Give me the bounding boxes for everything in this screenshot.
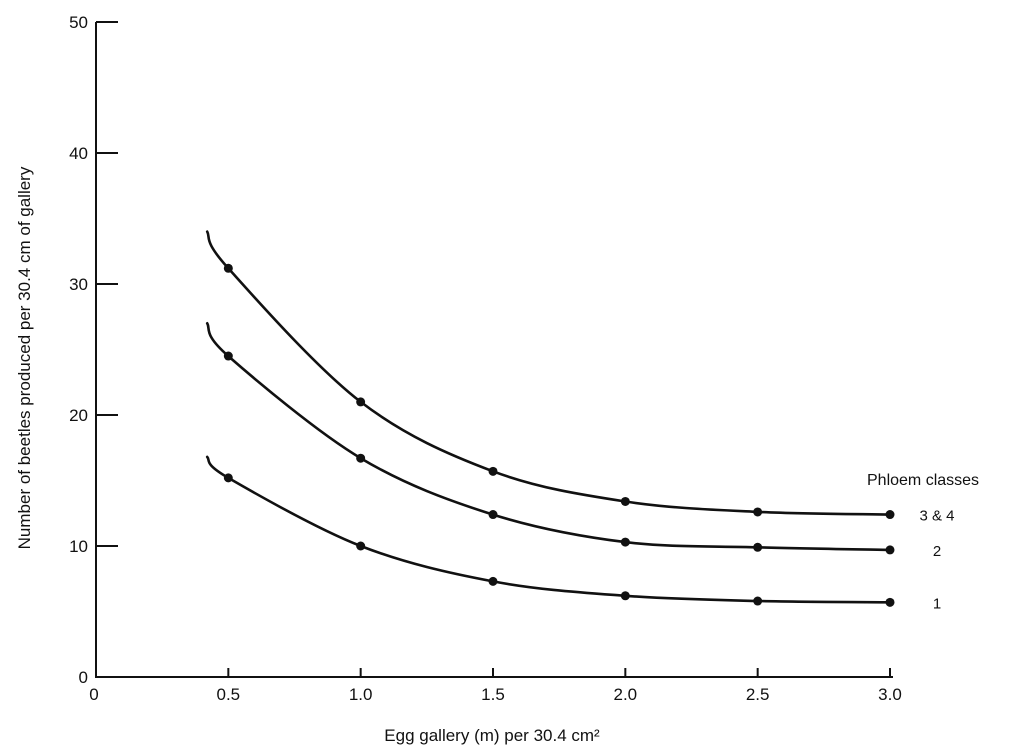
x-axis-title: Egg gallery (m) per 30.4 cm² [384, 726, 600, 745]
x-tick-label: 2.5 [746, 685, 770, 704]
legend-label: 2 [933, 543, 941, 560]
data-point [223, 351, 233, 361]
series-markers [223, 263, 895, 607]
x-tick-label: 2.0 [614, 685, 638, 704]
y-tick-label: 20 [69, 406, 88, 425]
data-point [488, 466, 498, 476]
x-tick-label: 0.5 [217, 685, 241, 704]
data-point [356, 453, 366, 463]
x-tick-label: 1.5 [481, 685, 505, 704]
data-point [885, 510, 895, 520]
data-point [356, 541, 366, 551]
data-point [885, 545, 895, 555]
data-point [620, 591, 630, 601]
legend-label: 3 & 4 [919, 508, 954, 525]
data-point [753, 507, 763, 517]
data-point [223, 473, 233, 483]
series-line [205, 230, 892, 516]
y-tick-label: 50 [69, 13, 88, 32]
y-ticks: 0 10 20 30 40 50 [69, 13, 118, 687]
legend-title: Phloem classes [867, 472, 979, 489]
data-point [753, 542, 763, 552]
y-tick-label: 0 [79, 668, 88, 687]
y-tick-label: 30 [69, 275, 88, 294]
data-point [885, 597, 895, 607]
data-point [620, 537, 630, 547]
data-point [488, 576, 498, 586]
data-point [223, 263, 233, 273]
x-tick-label: 3.0 [878, 685, 902, 704]
data-point [620, 496, 630, 506]
data-point [488, 510, 498, 520]
legend-labels: 3 & 4 2 1 [919, 508, 954, 613]
y-axis-title: Number of beetles produced per 30.4 cm o… [15, 166, 34, 549]
x-ticks: 0.5 1.0 1.5 2.0 2.5 3.0 [217, 668, 902, 704]
x-origin-label: 0 [89, 685, 98, 704]
y-tick-label: 10 [69, 537, 88, 556]
y-tick-label: 40 [69, 144, 88, 163]
data-point [356, 397, 366, 407]
legend-label: 1 [933, 595, 941, 612]
data-point [753, 596, 763, 606]
x-tick-label: 1.0 [349, 685, 373, 704]
series-curves [205, 230, 892, 604]
